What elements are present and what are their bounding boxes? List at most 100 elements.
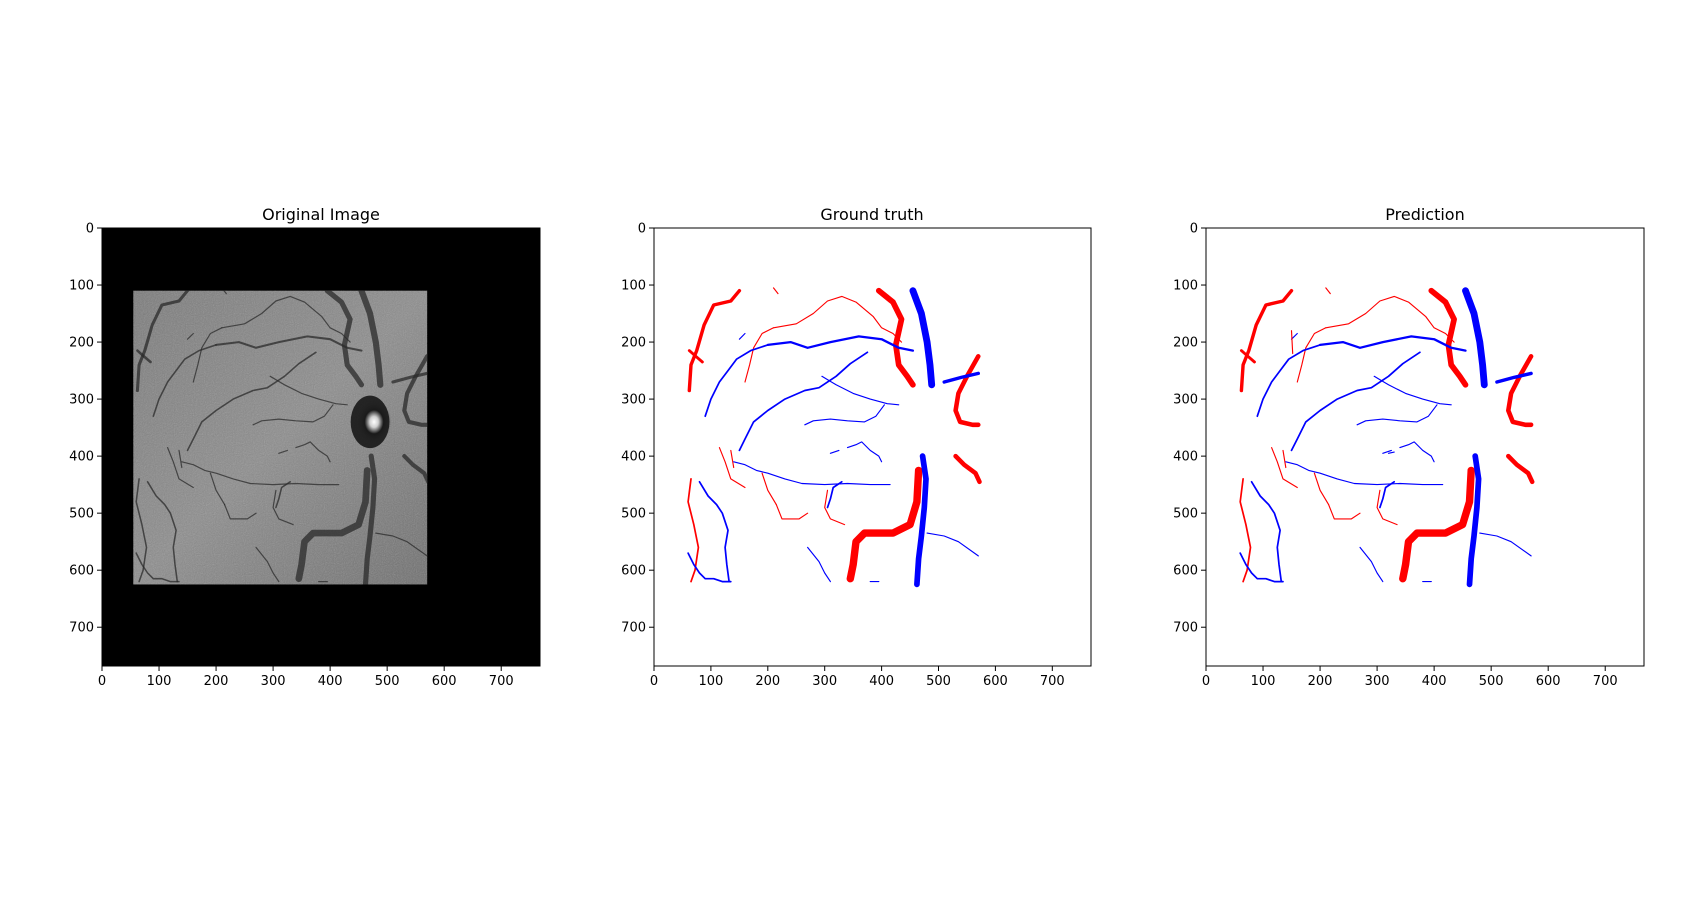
fundus-vessel: [391, 371, 428, 384]
x-tick-label: 200: [755, 674, 780, 689]
fundus-vessel: [402, 454, 428, 484]
vein-segment: [738, 351, 869, 452]
artery-segment: [875, 287, 916, 388]
x-tick-label: 100: [147, 674, 172, 689]
x-tick-label: 400: [869, 674, 894, 689]
x-tick-label: 300: [1365, 674, 1390, 689]
artery-segment: [1376, 489, 1398, 526]
y-tick-label: 200: [621, 336, 646, 351]
fundus-vessels: [135, 290, 428, 585]
fundus-vessel: [167, 447, 194, 489]
y-tick-label: 600: [1173, 564, 1198, 579]
vein-segment: [687, 552, 732, 583]
artery-segment: [687, 478, 700, 583]
fundus-vessel: [135, 478, 148, 583]
y-tick-label: 300: [1173, 393, 1198, 408]
vein-segment: [1359, 546, 1384, 583]
y-tick-label: 600: [621, 564, 646, 579]
vein-segment: [914, 453, 929, 588]
fundus-vessel: [224, 504, 257, 520]
artery-segment: [772, 295, 903, 343]
fundus-vessel: [278, 449, 288, 454]
x-tick-label: 700: [1593, 674, 1618, 689]
y-tick-label: 100: [1173, 279, 1198, 294]
y-tick-label: 200: [1173, 336, 1198, 351]
artery-segment: [1428, 287, 1469, 388]
fundus-vessel: [186, 351, 317, 452]
artery-segment: [1313, 472, 1330, 506]
vein-segment: [766, 335, 915, 352]
vein-segment: [829, 449, 840, 454]
vein-segment: [821, 375, 900, 406]
x-tick-label: 300: [812, 674, 837, 689]
artery-segment: [1325, 287, 1331, 295]
x-tick-label: 700: [1040, 674, 1065, 689]
fundus-vessel: [152, 344, 217, 417]
fundus-vessel: [146, 481, 179, 583]
vein-segment: [926, 532, 979, 557]
y-tick-label: 400: [69, 450, 94, 465]
artery-segment: [1239, 349, 1256, 364]
vein-segment: [738, 332, 746, 340]
vein-segment: [733, 461, 891, 486]
vein-segment: [1373, 375, 1452, 406]
x-tick-label: 500: [375, 674, 400, 689]
x-tick-label: 600: [432, 674, 457, 689]
artery-segment: [687, 349, 704, 364]
vein-segment: [1399, 441, 1435, 463]
artery-segment: [824, 489, 846, 526]
y-tick-label: 700: [621, 621, 646, 636]
fundus-vessel: [181, 461, 340, 486]
fundus-vessel: [295, 467, 371, 583]
fundus-vessel: [324, 290, 365, 388]
artery-segment: [1506, 453, 1535, 485]
vein-segment: [826, 480, 843, 509]
axes-ticks-ground-truth: 0 100 200 300 400 500 600 700 0 100 200 300 400 500 60…: [621, 222, 1065, 690]
fundus-vessel: [362, 453, 378, 585]
fundus-vessel: [272, 489, 294, 526]
vein-segment: [1495, 371, 1533, 384]
axes-frame-original: [101, 227, 541, 667]
vein-segment: [1250, 480, 1283, 583]
y-tick-label: 500: [621, 507, 646, 522]
y-tick-label: 100: [69, 279, 94, 294]
y-tick-label: 200: [69, 336, 94, 351]
y-tick-label: 0: [1190, 222, 1198, 237]
y-tick-label: 400: [621, 450, 646, 465]
artery-segment: [687, 288, 742, 393]
vein-segment: [1466, 453, 1482, 588]
artery-segment: [761, 472, 777, 506]
vein-segment: [1290, 351, 1421, 452]
fundus-vessel: [255, 546, 280, 583]
y-tick-label: 400: [1173, 450, 1198, 465]
x-tick-label: 600: [983, 674, 1008, 689]
artery-segment: [772, 287, 779, 295]
fundus-vessel: [209, 472, 226, 506]
panel-title-prediction: Prediction: [1385, 205, 1464, 224]
vein-segment: [909, 287, 936, 389]
artery-segment: [730, 449, 735, 469]
artery-segment: [1239, 288, 1294, 393]
vessel-map-ground-truth: [687, 287, 982, 588]
artery-segment: [744, 327, 775, 383]
x-tick-label: 100: [698, 674, 723, 689]
artery-segment: [1282, 449, 1287, 469]
x-tick-label: 0: [98, 674, 106, 689]
vein-segment: [1256, 344, 1321, 418]
vein-segment: [1356, 404, 1438, 426]
panel-title-original: Original Image: [262, 205, 380, 224]
y-tick-label: 300: [69, 393, 94, 408]
fundus-vessel: [252, 404, 334, 426]
axes-ticks-prediction: 0 100 200 300 400 500 600 700 0 100 200 300 400 500 60…: [1173, 222, 1617, 690]
artery-segment: [1290, 330, 1294, 355]
panel-title-ground-truth: Ground truth: [820, 205, 923, 224]
axes-ticks-original: 0 100 200 300 400 500 600 700 0 100 200 300 400 500 60…: [69, 222, 513, 690]
x-tick-label: 500: [1479, 674, 1504, 689]
vein-segment: [846, 441, 883, 463]
vein-segment: [1239, 552, 1284, 583]
x-tick-label: 700: [489, 674, 514, 689]
x-tick-label: 100: [1251, 674, 1276, 689]
fundus-vessel: [178, 449, 183, 469]
y-tick-label: 500: [1173, 507, 1198, 522]
